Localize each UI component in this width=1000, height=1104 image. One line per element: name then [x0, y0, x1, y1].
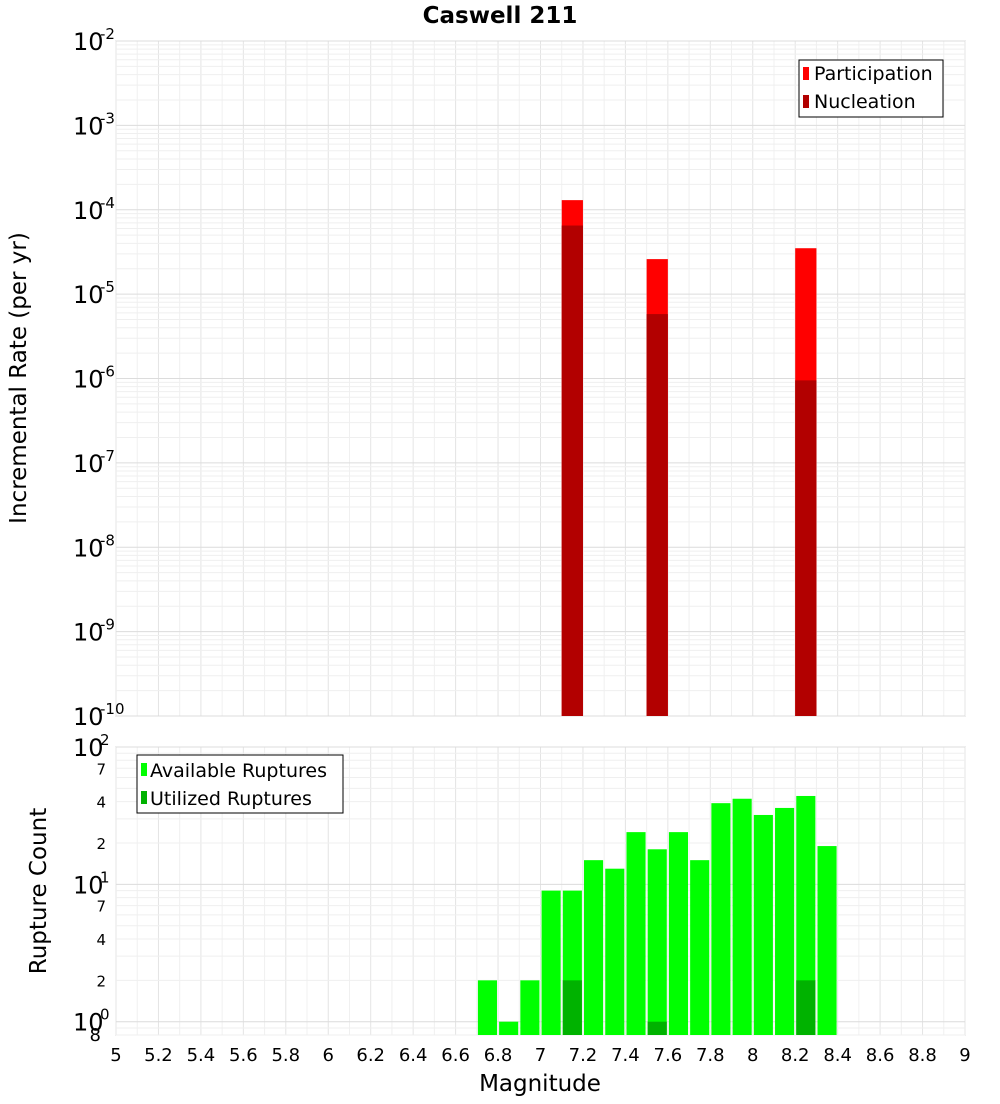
y-minor-tick-label: 4: [96, 794, 106, 812]
x-tick-label: 9: [959, 1045, 970, 1066]
bottom-available-ruptures-bar: [626, 832, 646, 1035]
bottom-available-ruptures-bar: [711, 803, 731, 1035]
bottom-available-ruptures-bar: [732, 798, 752, 1035]
y-tick-label-exponent: 2: [100, 731, 110, 749]
y-tick-label-exponent: -2: [100, 25, 115, 43]
top-nucleation-bar: [561, 225, 583, 716]
x-tick-label: 7: [535, 1045, 546, 1066]
x-tick-label: 8.2: [781, 1045, 810, 1066]
bottom-legend: Available Ruptures Utilized Ruptures: [136, 754, 344, 814]
bottom-available-ruptures-bar: [796, 795, 816, 1035]
y-minor-tick-label: 8: [90, 1025, 101, 1046]
x-tick-labels: 5 5.2 5.4 5.6 5.8 6 6.2 6.4 6.6 6.8 7 7.2 7.4 7.6 7.8 8…: [110, 1045, 970, 1066]
x-tick-label: 6.8: [484, 1045, 513, 1066]
y-tick-label-base: 10: [73, 197, 104, 225]
x-tick-label: 8.6: [866, 1045, 895, 1066]
x-tick-label: 5: [110, 1045, 121, 1066]
x-tick-label: 6.2: [356, 1045, 385, 1066]
y-tick-label-base: 10: [73, 28, 104, 56]
bottom-available-ruptures-bar: [775, 807, 795, 1035]
bottom-utilized-ruptures-bar: [647, 1021, 667, 1035]
y-minor-tick-label: 7: [96, 760, 106, 778]
bottom-available-ruptures-bar: [605, 868, 625, 1035]
legend-swatch-available: [141, 763, 147, 776]
bottom-available-ruptures-bar: [668, 832, 689, 1035]
bottom-available-ruptures-bar: [520, 980, 540, 1035]
legend-label-available: Available Ruptures: [150, 760, 327, 782]
top-grid: [115, 40, 966, 717]
x-tick-label: 8.4: [823, 1045, 852, 1066]
y-tick-label-base: 10: [73, 450, 104, 478]
y-tick-label-exponent: 1: [100, 868, 110, 886]
top-legend-box: [798, 59, 944, 118]
y-tick-label-exponent: -9: [100, 616, 115, 634]
bottom-bars: [477, 795, 837, 1035]
y-tick-label-base: 10: [73, 871, 104, 899]
legend-swatch-utilized: [141, 791, 147, 804]
x-tick-label: 7.8: [696, 1045, 725, 1066]
y-minor-tick-label: 4: [96, 931, 106, 949]
legend-swatch-participation: [803, 67, 809, 80]
bottom-grid: [115, 746, 966, 1036]
top-nucleation-bar: [795, 380, 817, 716]
y-minor-tick-label: 2: [96, 835, 106, 853]
y-tick-label-base: 10: [73, 281, 104, 309]
bottom-available-ruptures-bar: [753, 814, 773, 1035]
top-y-axis-label: Incremental Rate (per yr): [6, 232, 32, 524]
bottom-utilized-ruptures-bar: [562, 980, 582, 1035]
top-nucleation-bar: [646, 314, 668, 716]
bottom-legend-box: [136, 754, 344, 814]
bottom-available-ruptures-bar: [647, 849, 667, 1035]
legend-label-nucleation: Nucleation: [814, 91, 916, 113]
y-tick-label-exponent: -10: [100, 700, 125, 718]
chart-title: Caswell 211: [423, 3, 578, 29]
bottom-available-ruptures-bar: [690, 860, 710, 1035]
bottom-available-ruptures-bar: [817, 846, 837, 1035]
y-tick-label-base: 10: [73, 112, 104, 140]
y-tick-label-exponent: -4: [100, 194, 115, 212]
top-legend: Participation Nucleation: [798, 59, 944, 118]
x-axis-label: Magnitude: [479, 1071, 601, 1097]
y-tick-label-exponent: -3: [100, 109, 115, 127]
legend-label-participation: Participation: [814, 63, 933, 85]
bottom-available-ruptures-bar: [499, 1021, 519, 1035]
x-tick-label: 6.4: [399, 1045, 428, 1066]
x-tick-label: 5.4: [187, 1045, 216, 1066]
x-tick-label: 7.2: [569, 1045, 598, 1066]
y-tick-label-exponent: -5: [100, 278, 115, 296]
top-bars: [561, 200, 817, 717]
y-minor-tick-label: 7: [96, 898, 106, 916]
legend-label-utilized: Utilized Ruptures: [150, 788, 312, 810]
y-tick-label-base: 10: [73, 703, 104, 731]
x-tick-label: 7.6: [654, 1045, 683, 1066]
y-tick-label-exponent: 0: [100, 1006, 110, 1024]
x-tick-label: 8: [747, 1045, 758, 1066]
x-tick-label: 5.2: [144, 1045, 173, 1066]
y-tick-label-base: 10: [73, 1009, 104, 1037]
x-tick-label: 5.6: [229, 1045, 258, 1066]
y-tick-label-exponent: -6: [100, 363, 115, 381]
y-tick-label-base: 10: [73, 534, 104, 562]
bottom-utilized-ruptures-bar: [796, 980, 816, 1035]
y-tick-label-base: 10: [73, 734, 104, 762]
x-tick-label: 6.6: [441, 1045, 470, 1066]
y-tick-label-base: 10: [73, 366, 104, 394]
x-tick-label: 5.8: [271, 1045, 300, 1066]
bottom-y-axis-label: Rupture Count: [26, 808, 52, 974]
y-minor-tick-label: 2: [96, 972, 106, 990]
bottom-available-ruptures-bar: [584, 860, 604, 1035]
y-tick-label-base: 10: [73, 619, 104, 647]
y-tick-label-exponent: -8: [100, 531, 115, 549]
legend-swatch-nucleation: [803, 95, 809, 108]
bottom-available-ruptures-bar: [477, 980, 497, 1035]
x-tick-label: 7.4: [611, 1045, 640, 1066]
x-tick-label: 6: [323, 1045, 334, 1066]
y-tick-label-exponent: -7: [100, 447, 115, 465]
x-tick-label: 8.8: [908, 1045, 937, 1066]
bottom-available-ruptures-bar: [541, 890, 561, 1035]
